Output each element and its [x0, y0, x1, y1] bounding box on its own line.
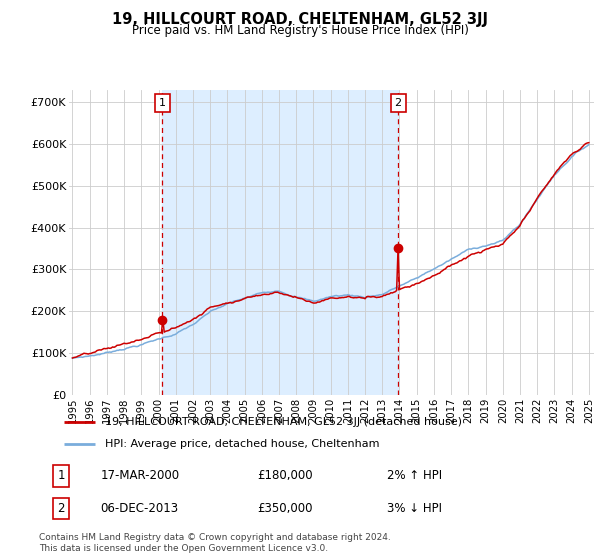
- Text: Price paid vs. HM Land Registry's House Price Index (HPI): Price paid vs. HM Land Registry's House …: [131, 24, 469, 36]
- Bar: [162, 90, 398, 395]
- Text: £180,000: £180,000: [257, 469, 313, 483]
- Text: 17-MAR-2000: 17-MAR-2000: [100, 469, 179, 483]
- Text: 06-DEC-2013: 06-DEC-2013: [100, 502, 178, 515]
- Text: Contains HM Land Registry data © Crown copyright and database right 2024.
This d: Contains HM Land Registry data © Crown c…: [39, 533, 391, 553]
- Text: 1: 1: [58, 469, 65, 483]
- Text: HPI: Average price, detached house, Cheltenham: HPI: Average price, detached house, Chel…: [106, 439, 380, 449]
- Text: 19, HILLCOURT ROAD, CHELTENHAM, GL52 3JJ: 19, HILLCOURT ROAD, CHELTENHAM, GL52 3JJ: [112, 12, 488, 27]
- Text: 1: 1: [158, 99, 166, 108]
- Text: 2% ↑ HPI: 2% ↑ HPI: [388, 469, 442, 483]
- Text: 2: 2: [395, 99, 401, 108]
- Text: 3% ↓ HPI: 3% ↓ HPI: [388, 502, 442, 515]
- Text: £350,000: £350,000: [257, 502, 313, 515]
- Text: 2: 2: [58, 502, 65, 515]
- Text: 19, HILLCOURT ROAD, CHELTENHAM, GL52 3JJ (detached house): 19, HILLCOURT ROAD, CHELTENHAM, GL52 3JJ…: [106, 417, 463, 427]
